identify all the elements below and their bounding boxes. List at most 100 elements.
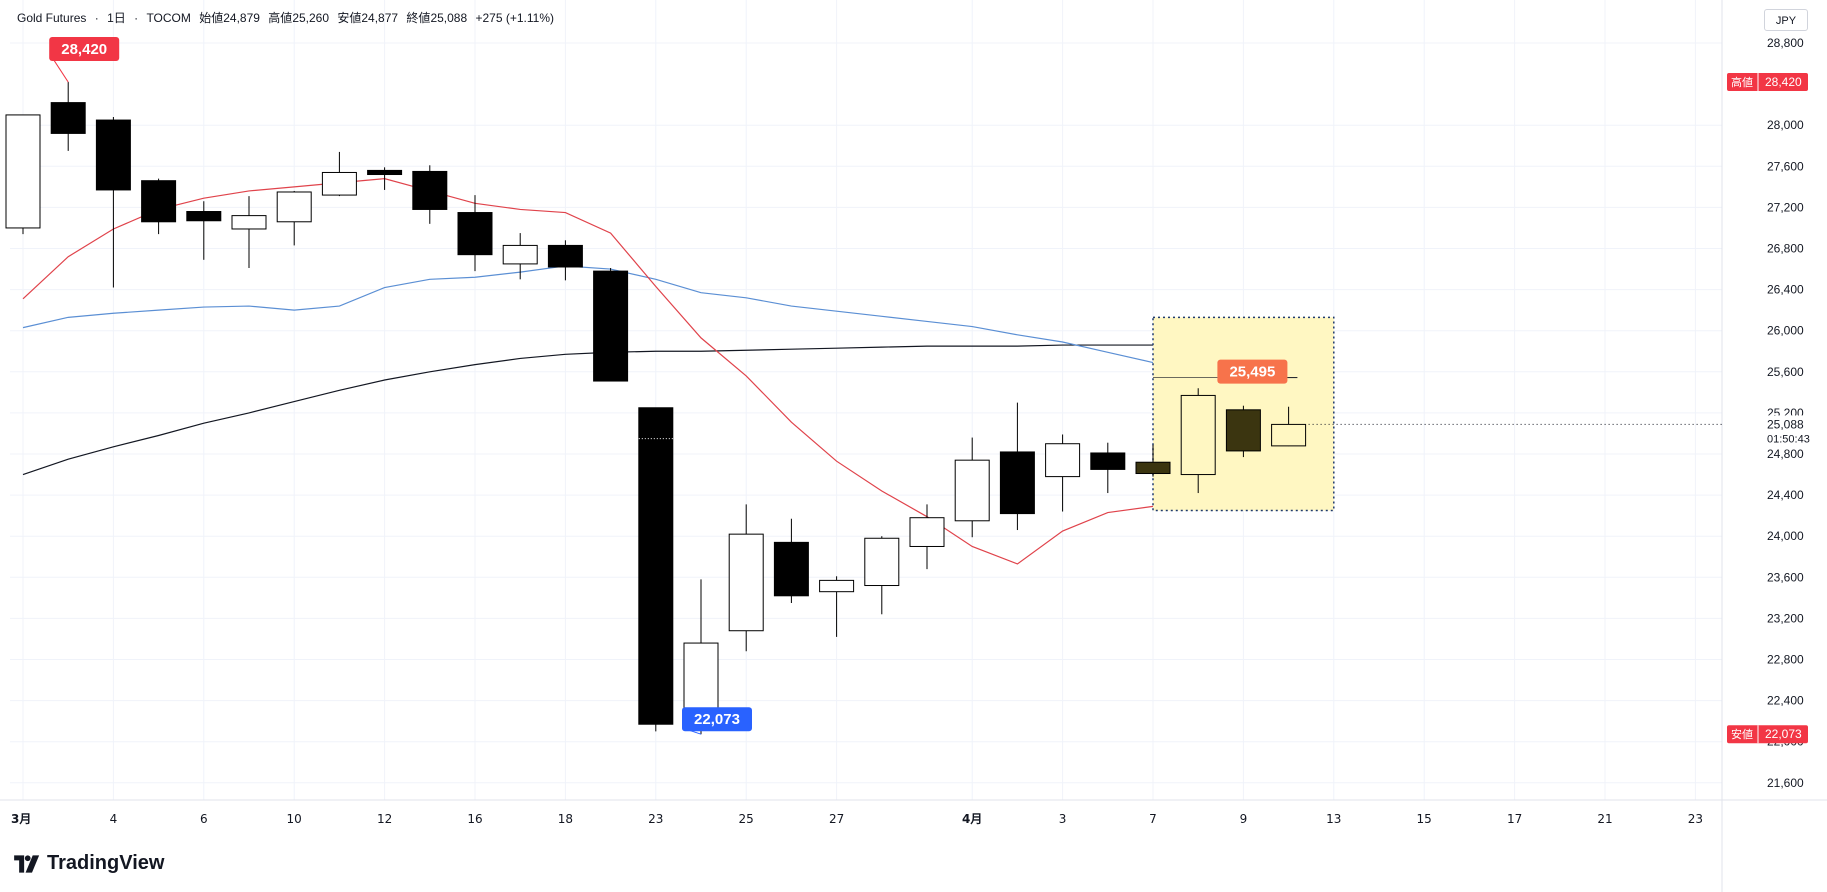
candle-body [819, 579, 855, 593]
price-tick-label: 24,800 [1767, 447, 1804, 461]
time-tick-label: 6 [200, 812, 208, 826]
candle-body [1090, 452, 1126, 470]
high-value: 25,260 [292, 11, 330, 25]
price-level-tag-bg [1727, 725, 1808, 744]
candle [95, 116, 131, 288]
tradingview-logo[interactable]: TradingView [12, 852, 164, 875]
candle-body [1135, 461, 1171, 475]
price-level-value: 22,073 [1765, 727, 1802, 741]
candle-body [50, 102, 86, 134]
price-level-tag: 高値 28,420 [1727, 73, 1808, 92]
candle-body [1180, 394, 1216, 476]
candle-body [231, 215, 267, 230]
symbol-name[interactable]: Gold Futures [17, 11, 87, 25]
candle-body [321, 171, 357, 196]
candle [457, 195, 493, 272]
moving-averages [22, 178, 1289, 565]
candle-body [367, 169, 403, 176]
time-tick-label: 15 [1417, 812, 1432, 826]
close-value: 25,088 [430, 11, 468, 25]
candle [502, 233, 538, 280]
interval: 1日 [107, 11, 126, 25]
candle-body [502, 244, 538, 265]
candle-body [773, 541, 809, 597]
time-tick-label: 7 [1149, 812, 1157, 826]
projection-marker: 25,495 [1217, 359, 1288, 384]
symbol-legend: Gold Futures · 1日 · TOCOM 始値24,879 高値25,… [17, 9, 559, 26]
high-marker-pointer [52, 58, 69, 83]
candle-body [638, 407, 674, 725]
price-axis: 21,60022,00022,40022,80023,20023,60024,0… [1727, 36, 1823, 790]
candle-body [864, 537, 900, 587]
candle-body [593, 270, 629, 382]
candle-body [1271, 423, 1307, 447]
low-value: 24,877 [361, 11, 399, 25]
price-tick-label: 26,000 [1767, 324, 1804, 338]
candle [773, 518, 809, 603]
time-tick-label: 27 [829, 812, 844, 826]
candle [50, 82, 86, 151]
exchange: TOCOM [146, 11, 191, 25]
high-marker-label: 28,420 [61, 41, 107, 58]
candle [1225, 405, 1261, 458]
time-axis: 3月 4 6 10 12 16 18 23 25 27 4月 3 7 9 13 15 17 21 23 [11, 812, 1703, 826]
projection-marker-label: 25,495 [1229, 364, 1275, 381]
time-tick-label: 4月 [962, 812, 982, 826]
price-tick-label: 24,400 [1767, 488, 1804, 502]
candle [321, 151, 357, 197]
currency-button[interactable]: JPY [1764, 9, 1808, 31]
candle [1135, 444, 1171, 477]
price-level-prefix: 高値 [1731, 75, 1753, 89]
time-tick-label: 23 [648, 812, 663, 826]
candle-body [412, 170, 448, 210]
markers: 28,420 22,073 25,495 [49, 37, 1298, 735]
time-tick-label: 13 [1326, 812, 1341, 826]
high-marker-box [49, 37, 120, 62]
candle [367, 167, 403, 190]
price-level-tag-bg [1727, 73, 1808, 92]
candle [728, 504, 764, 652]
price-tick-label: 26,400 [1767, 283, 1804, 297]
time-tick-label: 3 [1059, 812, 1067, 826]
candle-body [954, 459, 990, 522]
candle [141, 178, 177, 235]
price-tick-label: 22,800 [1767, 653, 1804, 667]
candle [547, 240, 583, 281]
price-tick-label: 22,400 [1767, 694, 1804, 708]
last-price-tag-bg [1763, 415, 1823, 446]
change-value: +275 (+1.11%) [475, 11, 554, 25]
price-tick-label: 27,200 [1767, 200, 1804, 214]
candles [5, 82, 1722, 735]
price-tick-label: 24,000 [1767, 529, 1804, 543]
price-tick-label: 21,600 [1767, 776, 1804, 790]
candle [1090, 442, 1126, 494]
candle [638, 407, 674, 732]
candle-body [141, 180, 177, 223]
price-level-tag: 安値 22,073 [1727, 725, 1808, 744]
candle-body [186, 211, 222, 222]
last-price-tag: 25,088 01:50:43 [1763, 415, 1823, 446]
candle-body [276, 191, 312, 223]
price-level-value: 28,420 [1765, 75, 1802, 89]
time-tick-label: 10 [287, 812, 302, 826]
time-tick-label: 3月 [11, 812, 31, 826]
time-tick-label: 23 [1688, 812, 1703, 826]
moving-average-mid [22, 265, 1289, 395]
low-marker-label: 22,073 [694, 711, 740, 728]
candle [276, 190, 312, 246]
low-marker: 22,073 [682, 707, 752, 735]
time-tick-label: 17 [1507, 812, 1522, 826]
candle [593, 268, 629, 382]
price-tick-label: 23,600 [1767, 570, 1804, 584]
time-tick-label: 25 [739, 812, 754, 826]
time-tick-label: 21 [1597, 812, 1612, 826]
candle-body [95, 119, 131, 191]
candle-body [728, 533, 764, 632]
time-tick-label: 16 [467, 812, 482, 826]
candle-body [457, 212, 493, 256]
time-tick-label: 12 [377, 812, 392, 826]
candle [1045, 434, 1081, 512]
price-tick-label: 23,200 [1767, 611, 1804, 625]
